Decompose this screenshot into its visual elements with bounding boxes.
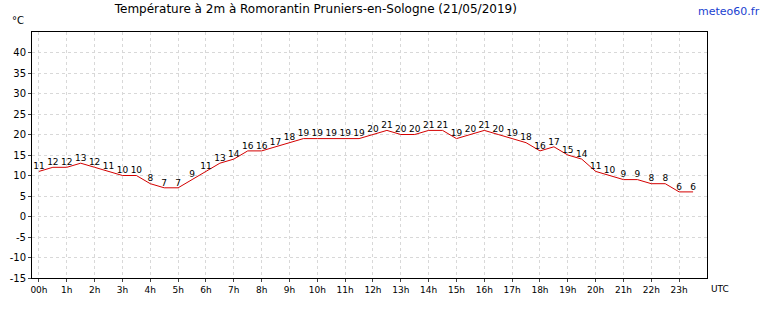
svg-text:21: 21 <box>423 120 434 130</box>
svg-text:16: 16 <box>534 141 546 151</box>
svg-text:11: 11 <box>200 161 211 171</box>
svg-text:11: 11 <box>33 161 44 171</box>
svg-text:10: 10 <box>117 165 129 175</box>
svg-text:10: 10 <box>13 170 26 181</box>
svg-text:20: 20 <box>493 124 505 134</box>
svg-text:8: 8 <box>147 173 153 183</box>
svg-text:7: 7 <box>161 178 167 188</box>
svg-text:14: 14 <box>576 149 588 159</box>
svg-text:19h: 19h <box>559 285 576 295</box>
svg-text:8: 8 <box>662 173 668 183</box>
svg-text:19: 19 <box>326 128 338 138</box>
svg-text:19: 19 <box>339 128 351 138</box>
svg-text:21h: 21h <box>615 285 632 295</box>
svg-text:11h: 11h <box>337 285 354 295</box>
svg-text:9: 9 <box>621 169 627 179</box>
svg-text:16: 16 <box>256 141 268 151</box>
svg-text:1h: 1h <box>61 285 72 295</box>
svg-text:15: 15 <box>13 150 26 161</box>
svg-text:9h: 9h <box>284 285 295 295</box>
svg-text:14: 14 <box>228 149 240 159</box>
svg-text:meteo60.fr: meteo60.fr <box>698 5 760 18</box>
svg-text:12: 12 <box>47 157 58 167</box>
svg-text:17: 17 <box>548 137 559 147</box>
svg-text:19: 19 <box>353 128 365 138</box>
svg-text:17h: 17h <box>504 285 521 295</box>
svg-text:12: 12 <box>61 157 72 167</box>
svg-text:35: 35 <box>13 68 26 79</box>
svg-text:25: 25 <box>13 109 26 120</box>
svg-text:40: 40 <box>13 47 26 58</box>
svg-text:20: 20 <box>465 124 477 134</box>
svg-text:00h: 00h <box>30 285 47 295</box>
svg-text:13: 13 <box>75 153 86 163</box>
svg-text:11: 11 <box>590 161 601 171</box>
svg-text:19: 19 <box>451 128 463 138</box>
svg-text:13h: 13h <box>392 285 409 295</box>
svg-text:13: 13 <box>214 153 225 163</box>
svg-text:7h: 7h <box>228 285 239 295</box>
svg-text:17: 17 <box>270 137 281 147</box>
svg-text:21: 21 <box>437 120 448 130</box>
svg-text:5: 5 <box>20 191 26 202</box>
svg-text:10h: 10h <box>309 285 326 295</box>
svg-text:21: 21 <box>381 120 392 130</box>
svg-text:19: 19 <box>506 128 518 138</box>
svg-text:22h: 22h <box>643 285 660 295</box>
svg-text:6h: 6h <box>200 285 211 295</box>
svg-text:8h: 8h <box>256 285 267 295</box>
svg-text:19: 19 <box>298 128 310 138</box>
svg-text:7: 7 <box>175 178 181 188</box>
svg-text:UTC: UTC <box>711 284 729 294</box>
svg-text:20h: 20h <box>587 285 604 295</box>
svg-text:12h: 12h <box>364 285 381 295</box>
svg-text:10: 10 <box>131 165 143 175</box>
svg-text:12: 12 <box>89 157 100 167</box>
svg-text:15: 15 <box>562 145 573 155</box>
svg-text:6: 6 <box>690 182 696 192</box>
svg-text:8: 8 <box>648 173 654 183</box>
svg-text:9: 9 <box>635 169 641 179</box>
svg-text:-15: -15 <box>10 273 26 284</box>
svg-text:Température à 2m à Romorantin: Température à 2m à Romorantin Pruniers-e… <box>114 2 517 16</box>
svg-text:11: 11 <box>103 161 114 171</box>
svg-text:16: 16 <box>242 141 254 151</box>
svg-text:20: 20 <box>395 124 407 134</box>
svg-text:30: 30 <box>13 88 26 99</box>
svg-text:15h: 15h <box>448 285 465 295</box>
svg-text:20: 20 <box>409 124 421 134</box>
svg-text:°C: °C <box>12 15 24 26</box>
svg-text:-5: -5 <box>16 232 26 243</box>
svg-text:18h: 18h <box>531 285 548 295</box>
svg-text:16h: 16h <box>476 285 493 295</box>
svg-text:-10: -10 <box>10 252 26 263</box>
svg-text:19: 19 <box>312 128 324 138</box>
svg-text:20: 20 <box>13 129 26 140</box>
svg-text:20: 20 <box>367 124 379 134</box>
svg-text:18: 18 <box>520 132 532 142</box>
svg-text:4h: 4h <box>145 285 156 295</box>
svg-text:3h: 3h <box>117 285 128 295</box>
svg-text:2h: 2h <box>89 285 100 295</box>
svg-text:0: 0 <box>20 211 26 222</box>
svg-text:9: 9 <box>189 169 195 179</box>
svg-text:10: 10 <box>604 165 616 175</box>
svg-text:23h: 23h <box>671 285 688 295</box>
svg-text:14h: 14h <box>420 285 437 295</box>
svg-text:5h: 5h <box>172 285 183 295</box>
svg-text:18: 18 <box>284 132 296 142</box>
svg-text:21: 21 <box>479 120 490 130</box>
svg-text:6: 6 <box>676 182 682 192</box>
